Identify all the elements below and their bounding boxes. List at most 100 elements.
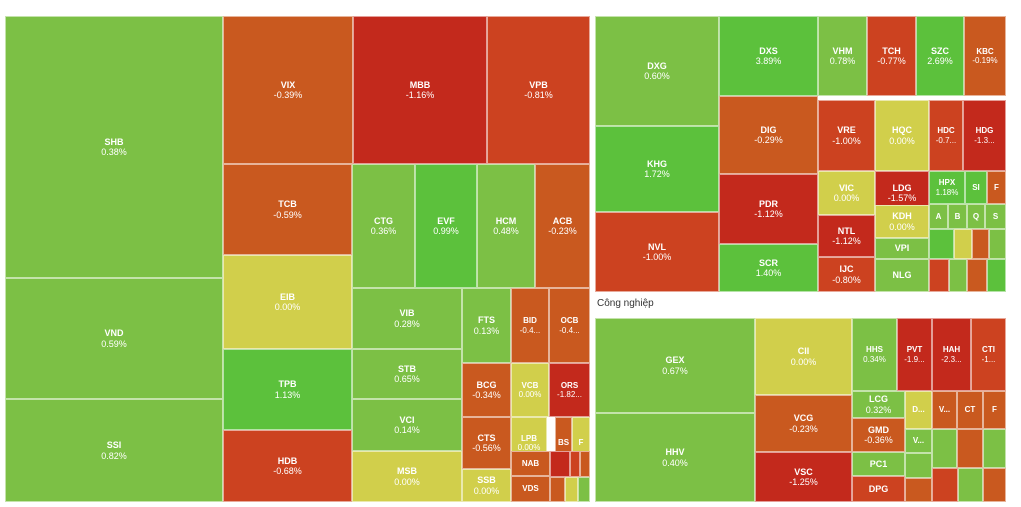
treemap-tile-vcb[interactable]: VCB 0.00% [511, 363, 549, 417]
treemap-tile-vic[interactable]: VIC 0.00% [818, 171, 875, 215]
treemap-tile-ct[interactable]: CT0. [957, 391, 983, 429]
treemap-tile-q[interactable]: Q [967, 204, 985, 229]
treemap-tile-gex[interactable]: GEX 0.67% [595, 318, 755, 413]
treemap-tile-hdg[interactable]: HDG -1.3... [963, 100, 1006, 171]
treemap-tile-hdb[interactable]: HDB -0.68% [223, 430, 352, 502]
treemap-tile-shb[interactable]: SHB 0.38% [5, 16, 223, 278]
treemap-tile-vcg[interactable]: VCG -0.23% [755, 395, 852, 452]
treemap-filler-cell[interactable] [905, 478, 932, 502]
treemap-tile-vnd[interactable]: VND 0.59% [5, 278, 223, 399]
treemap-filler-cell[interactable] [929, 259, 949, 292]
treemap-tile-d[interactable]: D...0... [905, 391, 932, 429]
treemap-tile-tch[interactable]: TCH -0.77% [867, 16, 916, 96]
treemap-tile-f[interactable]: F [987, 171, 1006, 204]
treemap-filler-cell[interactable] [958, 468, 983, 502]
treemap-tile-mbb[interactable]: MBB -1.16% [353, 16, 487, 164]
treemap-tile-hcm[interactable]: HCM 0.48% [477, 164, 535, 288]
treemap-tile-f[interactable]: F-0 [983, 391, 1006, 429]
treemap-tile-a[interactable]: A [929, 204, 948, 229]
treemap-tile-vci[interactable]: VCI 0.14% [352, 399, 462, 451]
tile-symbol: CII [797, 346, 810, 357]
treemap-tile-vre[interactable]: VRE -1.00% [818, 100, 875, 171]
treemap-tile-ctg[interactable]: CTG 0.36% [352, 164, 415, 288]
treemap-tile-si[interactable]: SI1. [965, 171, 987, 204]
treemap-filler-cell[interactable] [954, 229, 972, 259]
treemap-tile-vds[interactable]: VDS [511, 476, 550, 502]
treemap-tile-vsc[interactable]: VSC -1.25% [755, 452, 852, 502]
treemap-tile-pvt[interactable]: PVT -1.9... [897, 318, 932, 391]
treemap-filler-cell[interactable] [550, 451, 570, 477]
treemap-filler-cell[interactable] [932, 468, 958, 502]
treemap-tile-stb[interactable]: STB 0.65% [352, 349, 462, 399]
treemap-filler-cell[interactable] [578, 477, 590, 502]
treemap-tile-vpb[interactable]: VPB -0.81% [487, 16, 590, 164]
treemap-tile-dpg[interactable]: DPG [852, 476, 905, 502]
treemap-tile-dig[interactable]: DIG -0.29% [719, 96, 818, 174]
treemap-filler-cell[interactable] [949, 259, 967, 292]
treemap-tile-v[interactable]: V...-0... [932, 391, 957, 429]
treemap-tile-fts[interactable]: FTS 0.13% [462, 288, 511, 363]
treemap-tile-vhm[interactable]: VHM 0.78% [818, 16, 867, 96]
treemap-tile-cti[interactable]: CTI -1... [971, 318, 1006, 391]
treemap-tile-s[interactable]: S [985, 204, 1006, 229]
tile-change: -1... [981, 354, 996, 364]
treemap-filler-cell[interactable] [989, 229, 1006, 259]
treemap-tile-msb[interactable]: MSB 0.00% [352, 451, 462, 502]
treemap-tile-gmd[interactable]: GMD -0.36% [852, 418, 905, 452]
treemap-tile-lcg[interactable]: LCG 0.32% [852, 391, 905, 418]
treemap-tile-nlg[interactable]: NLG [875, 259, 929, 292]
tile-change: 0.14% [394, 425, 420, 435]
treemap-tile-bid[interactable]: BID -0.4... [511, 288, 549, 363]
treemap-tile-hhs[interactable]: HHS 0.34% [852, 318, 897, 391]
treemap-tile-khg[interactable]: KHG 1.72% [595, 126, 719, 212]
treemap-tile-hah[interactable]: HAH -2.3... [932, 318, 971, 391]
treemap-tile-ssb[interactable]: SSB 0.00% [462, 469, 511, 502]
treemap-filler-cell[interactable] [905, 453, 932, 478]
treemap-tile-dxg[interactable]: DXG 0.60% [595, 16, 719, 126]
treemap-tile-v[interactable]: V... [905, 429, 932, 453]
treemap-tile-b[interactable]: B [948, 204, 967, 229]
treemap-tile-ntl[interactable]: NTL -1.12% [818, 215, 875, 257]
treemap-filler-cell[interactable] [932, 429, 957, 468]
treemap-tile-acb[interactable]: ACB -0.23% [535, 164, 590, 288]
treemap-tile-vix[interactable]: VIX -0.39% [223, 16, 353, 164]
treemap-tile-kdh[interactable]: KDH 0.00% [875, 205, 929, 238]
treemap-tile-vpi[interactable]: VPI [875, 238, 929, 259]
treemap-tile-bcg[interactable]: BCG -0.34% [462, 363, 511, 417]
treemap-tile-pdr[interactable]: PDR -1.12% [719, 174, 818, 244]
treemap-tile-cts[interactable]: CTS -0.56% [462, 417, 511, 469]
treemap-tile-dxs[interactable]: DXS 3.89% [719, 16, 818, 96]
treemap-filler-cell[interactable] [957, 429, 983, 468]
treemap-tile-nvl[interactable]: NVL -1.00% [595, 212, 719, 292]
treemap-tile-evf[interactable]: EVF 0.99% [415, 164, 477, 288]
treemap-filler-cell[interactable] [967, 259, 987, 292]
treemap-filler-cell[interactable] [565, 477, 578, 502]
treemap-tile-ijc[interactable]: IJC -0.80% [818, 257, 875, 292]
treemap-tile-nab[interactable]: NAB [511, 451, 550, 476]
treemap-tile-hdc[interactable]: HDC -0.7... [929, 100, 963, 171]
treemap-tile-hhv[interactable]: HHV 0.40% [595, 413, 755, 502]
treemap-filler-cell[interactable] [987, 259, 1006, 292]
treemap-tile-ors[interactable]: ORS -1.82... [549, 363, 590, 417]
treemap-tile-hpx[interactable]: HPX 1.18% [929, 171, 965, 204]
treemap-filler-cell[interactable] [570, 451, 580, 477]
treemap-filler-cell[interactable] [972, 229, 989, 259]
treemap-tile-vib[interactable]: VIB 0.28% [352, 288, 462, 349]
treemap-tile-ssi[interactable]: SSI 0.82% [5, 399, 223, 502]
treemap-tile-tcb[interactable]: TCB -0.59% [223, 164, 352, 255]
treemap-tile-eib[interactable]: EIB 0.00% [223, 255, 352, 349]
tile-symbol: NAB [521, 458, 540, 468]
treemap-filler-cell[interactable] [580, 451, 590, 477]
treemap-tile-cii[interactable]: CII 0.00% [755, 318, 852, 395]
treemap-filler-cell[interactable] [983, 468, 1006, 502]
treemap-tile-tpb[interactable]: TPB 1.13% [223, 349, 352, 430]
treemap-tile-hqc[interactable]: HQC 0.00% [875, 100, 929, 171]
treemap-filler-cell[interactable] [983, 429, 1006, 468]
treemap-tile-ocb[interactable]: OCB -0.4... [549, 288, 590, 363]
treemap-tile-szc[interactable]: SZC 2.69% [916, 16, 964, 96]
treemap-filler-cell[interactable] [929, 229, 954, 259]
treemap-tile-scr[interactable]: SCR 1.40% [719, 244, 818, 292]
treemap-tile-kbc[interactable]: KBC -0.19% [964, 16, 1006, 96]
treemap-filler-cell[interactable] [550, 477, 565, 502]
treemap-tile-pc1[interactable]: PC1 [852, 452, 905, 476]
